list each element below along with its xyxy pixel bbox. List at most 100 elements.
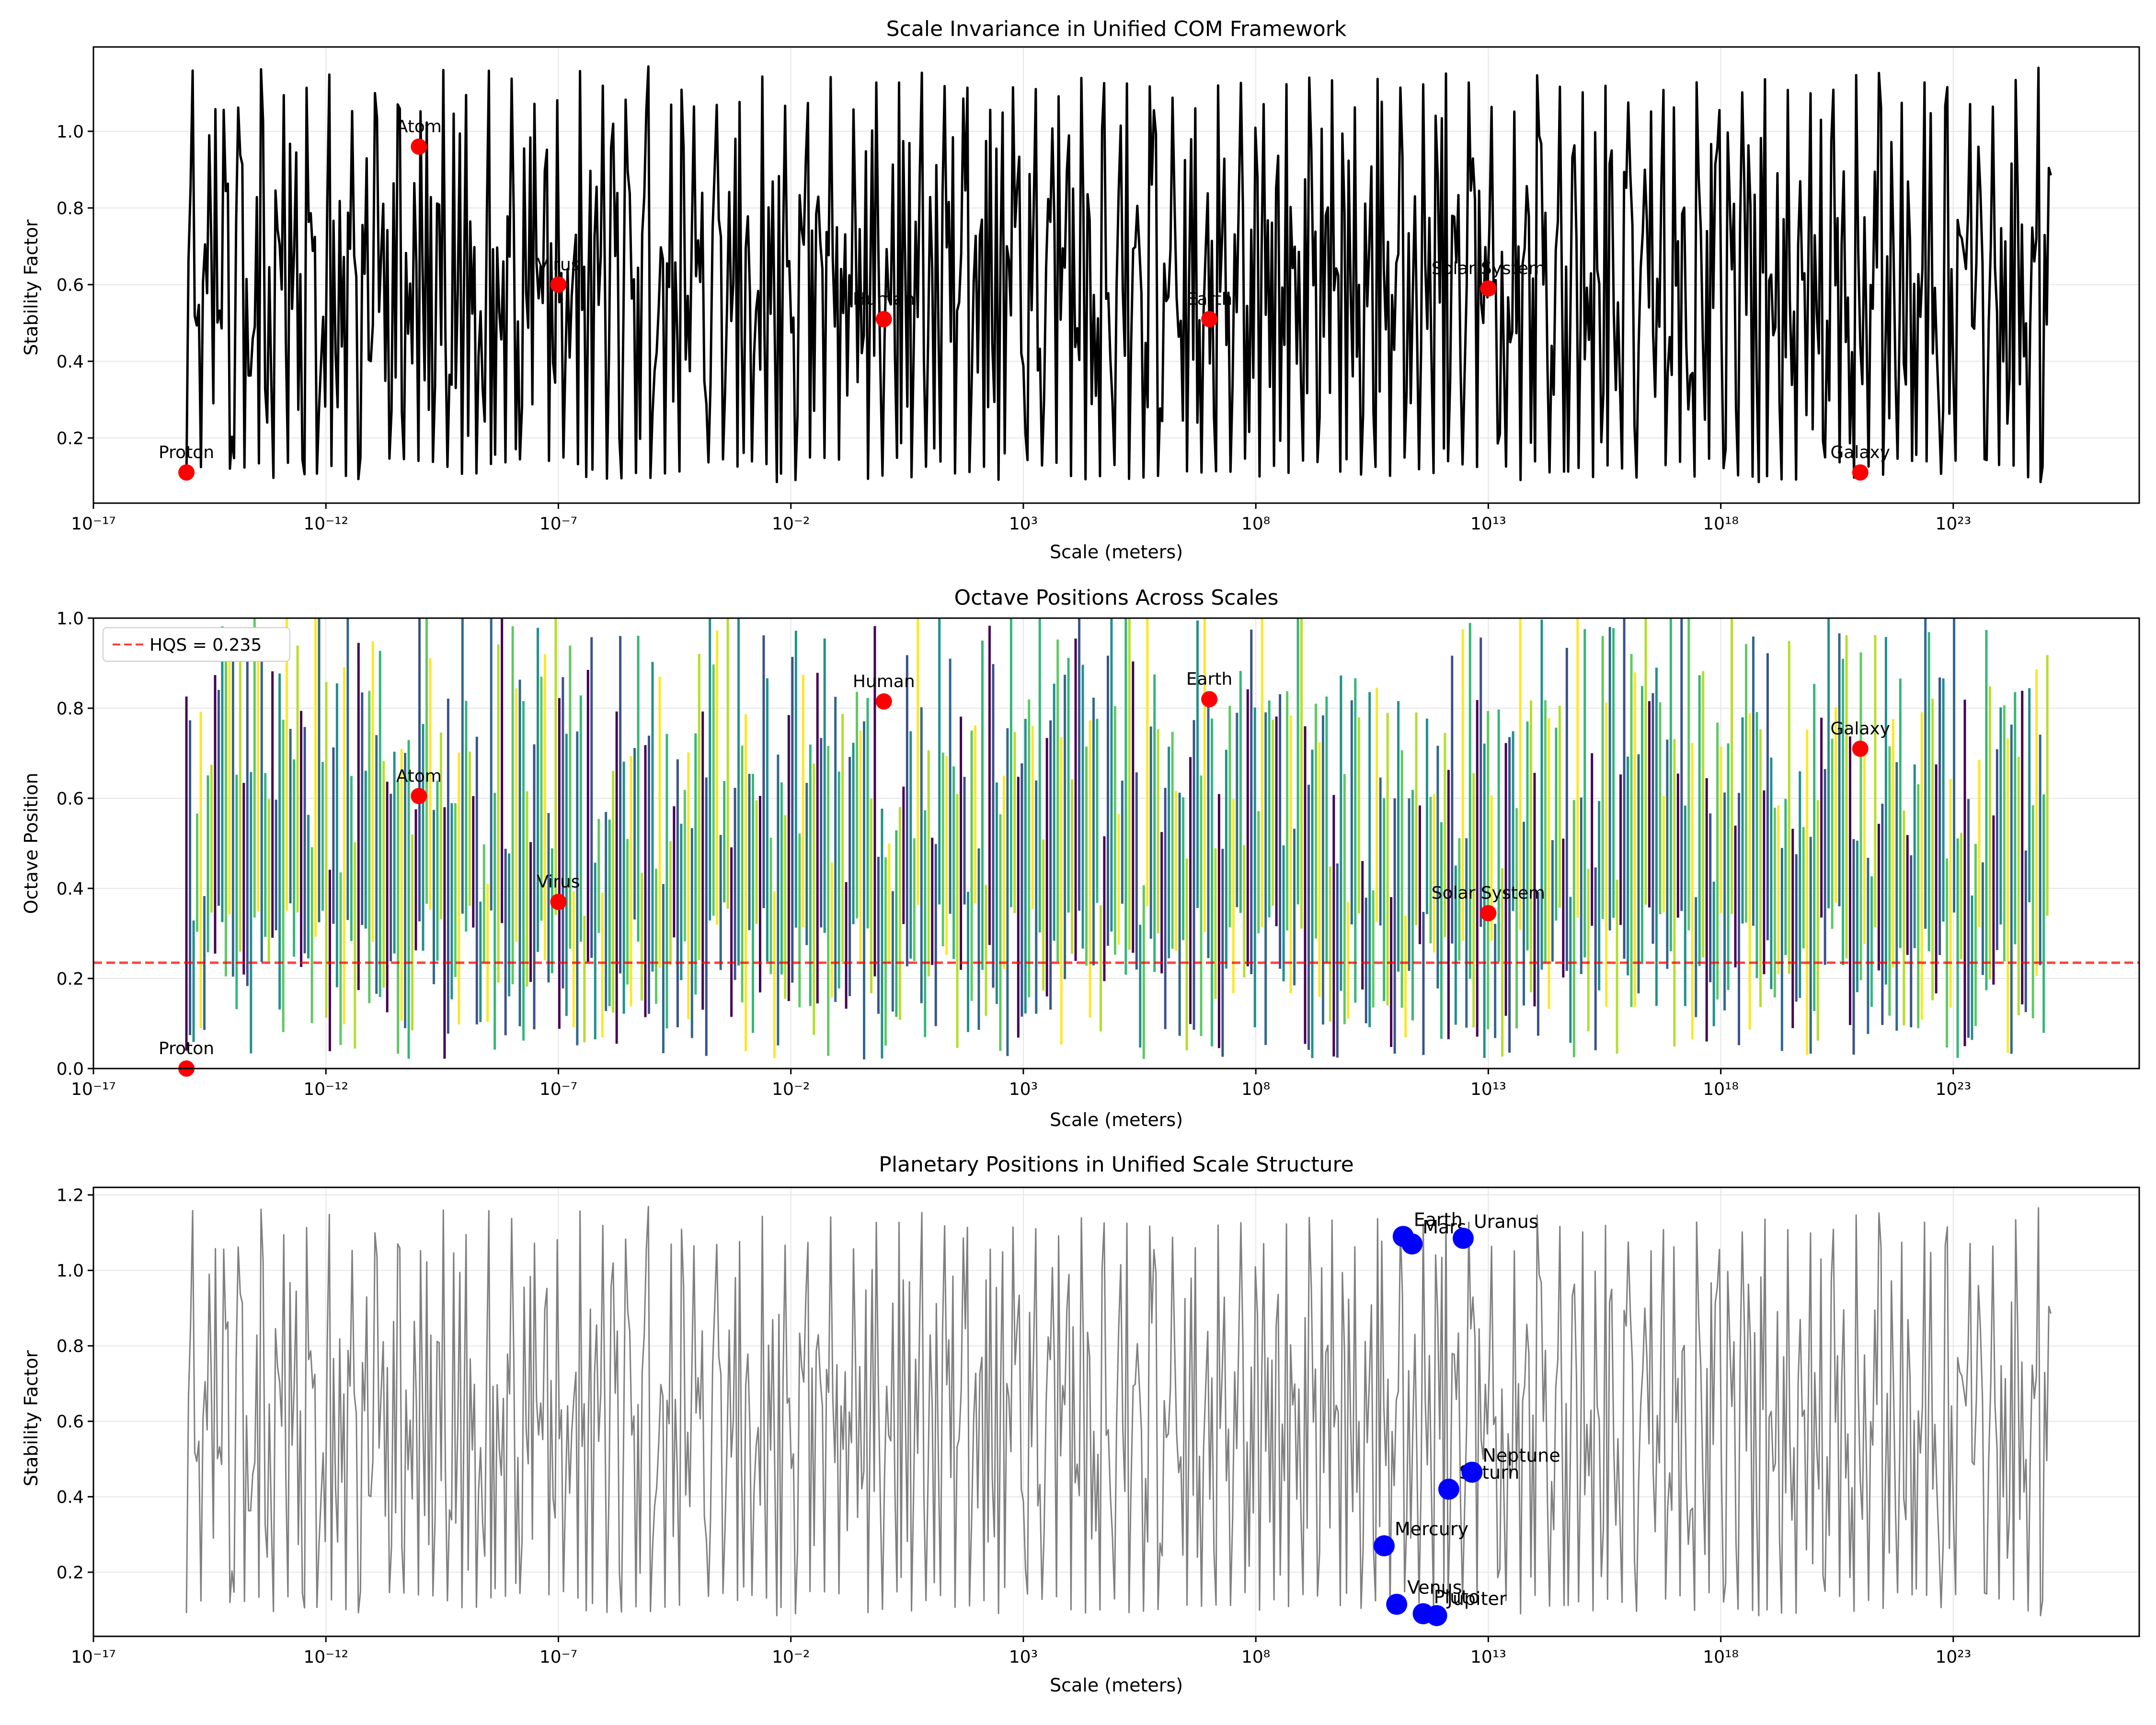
marker-label: Neptune bbox=[1482, 1445, 1560, 1466]
marker-solar-system bbox=[1480, 280, 1497, 297]
y-axis-label: Stability Factor bbox=[21, 219, 42, 356]
marker-atom bbox=[411, 138, 427, 155]
marker-label: Jupiter bbox=[1446, 1588, 1507, 1610]
y-axis-ticks: 0.0 0.2 0.4 0.6 0.8 1.0 bbox=[57, 609, 93, 1079]
x-tick-label: 10²³ bbox=[1935, 514, 1971, 534]
marker-label: Uranus bbox=[1474, 1211, 1538, 1232]
x-tick-label: 10⁸ bbox=[1241, 514, 1270, 534]
plot-frame bbox=[92, 1186, 2140, 1637]
y-tick-label: 0.8 bbox=[57, 699, 84, 719]
chart-title: Octave Positions Across Scales bbox=[954, 586, 1278, 610]
x-tick-label: 10⁸ bbox=[1241, 1647, 1270, 1667]
marker-uranus bbox=[1452, 1228, 1474, 1249]
y-tick-label: 0.2 bbox=[57, 429, 84, 448]
y-tick-label: 0.6 bbox=[57, 1412, 84, 1432]
marker-label: Pluto bbox=[1434, 1587, 1480, 1608]
x-tick-label: 10⁻⁷ bbox=[539, 514, 577, 534]
octave-segments bbox=[185, 618, 2049, 1060]
x-tick-label: 10²³ bbox=[1935, 1647, 1971, 1667]
x-tick-label: 10⁻¹⁷ bbox=[71, 514, 116, 534]
marker-label: Atom bbox=[396, 117, 442, 137]
marker-pluto bbox=[1412, 1603, 1434, 1624]
y-axis-ticks: 0.2 0.4 0.6 0.8 1.0 bbox=[57, 122, 93, 448]
marker-label: Earth bbox=[1186, 289, 1233, 309]
marker-label: Earth bbox=[1414, 1209, 1463, 1230]
marker-label: Venus bbox=[1407, 1577, 1462, 1598]
x-tick-label: 10¹³ bbox=[1470, 1080, 1506, 1099]
x-tick-label: 10⁻² bbox=[772, 514, 810, 534]
marker-earth bbox=[1201, 691, 1218, 708]
y-tick-label: 0.0 bbox=[57, 1059, 84, 1079]
x-tick-label: 10¹⁸ bbox=[1703, 1080, 1739, 1099]
x-tick-label: 10¹⁸ bbox=[1703, 514, 1739, 534]
marker-label: Human bbox=[853, 289, 915, 309]
y-axis-label: Octave Position bbox=[21, 773, 42, 914]
marker-neptune bbox=[1461, 1461, 1483, 1483]
y-tick-label: 0.2 bbox=[57, 969, 84, 989]
marker-galaxy bbox=[1852, 464, 1869, 481]
marker-earth bbox=[1201, 311, 1218, 327]
x-tick-label: 10²³ bbox=[1935, 1080, 1971, 1099]
marker-label: Earth bbox=[1186, 669, 1233, 689]
marker-solar-system bbox=[1480, 905, 1497, 921]
x-tick-label: 10⁻² bbox=[772, 1647, 810, 1667]
y-tick-label: 1.0 bbox=[57, 1261, 84, 1281]
stability-curve-gray bbox=[185, 1206, 2052, 1617]
x-tick-label: 10⁻² bbox=[772, 1080, 810, 1099]
marker-human bbox=[875, 693, 892, 710]
x-axis-label: Scale (meters) bbox=[1050, 541, 1183, 563]
chart-title: Planetary Positions in Unified Scale Str… bbox=[879, 1152, 1353, 1177]
marker-galaxy bbox=[1852, 740, 1869, 757]
x-tick-label: 10⁻⁷ bbox=[539, 1647, 577, 1667]
markers: Proton Atom Virus Human Earth Solar System Gal… bbox=[159, 117, 1890, 481]
x-axis-label: Scale (meters) bbox=[1050, 1675, 1183, 1696]
series-line bbox=[185, 65, 2053, 483]
markers: MercuryVenusEarthMarsJupiterSaturnUranus… bbox=[1373, 1209, 1560, 1626]
marker-label: Virus bbox=[537, 872, 580, 892]
y-tick-label: 0.2 bbox=[57, 1563, 84, 1583]
x-tick-label: 10⁻¹² bbox=[303, 1080, 348, 1099]
marker-label: Atom bbox=[396, 766, 442, 786]
x-tick-label: 10³ bbox=[1009, 1647, 1038, 1667]
marker-virus bbox=[550, 276, 567, 293]
x-tick-label: 10¹³ bbox=[1470, 1647, 1506, 1667]
legend-box bbox=[103, 627, 290, 662]
marker-proton bbox=[178, 464, 195, 481]
plot-frame bbox=[92, 617, 2140, 1070]
x-tick-label: 10¹³ bbox=[1470, 514, 1506, 534]
marker-virus bbox=[550, 894, 567, 910]
x-tick-label: 10³ bbox=[1009, 514, 1038, 534]
y-tick-label: 0.4 bbox=[57, 352, 84, 372]
marker-mercury bbox=[1373, 1535, 1395, 1557]
series-line bbox=[185, 1206, 2052, 1617]
marker-label: Proton bbox=[159, 1039, 214, 1058]
y-tick-label: 0.4 bbox=[57, 1488, 84, 1507]
x-tick-label: 10⁻¹⁷ bbox=[71, 1080, 116, 1099]
x-tick-label: 10³ bbox=[1009, 1080, 1038, 1099]
marker-label: Galaxy bbox=[1830, 719, 1890, 739]
marker-label: Galaxy bbox=[1830, 443, 1890, 462]
marker-saturn bbox=[1438, 1478, 1459, 1500]
y-tick-label: 0.8 bbox=[57, 199, 84, 218]
marker-label: Solar System bbox=[1432, 884, 1545, 903]
x-axis-label: Scale (meters) bbox=[1050, 1109, 1183, 1130]
marker-atom bbox=[411, 788, 427, 805]
chart-panel-planetary: Planetary Positions in Unified Scale Str… bbox=[21, 1152, 2140, 1696]
y-axis-ticks: 0.2 0.4 0.6 0.8 1.0 1.2 bbox=[57, 1186, 93, 1583]
x-tick-label: 10⁻¹² bbox=[303, 1647, 348, 1667]
x-tick-label: 10⁻⁷ bbox=[539, 1080, 577, 1099]
x-axis-ticks: 10⁻¹⁷ 10⁻¹² 10⁻⁷ 10⁻² 10³ 10⁸ 10¹³ 10¹⁸ 10²³ bbox=[71, 1636, 1971, 1667]
x-tick-label: 10⁸ bbox=[1241, 1080, 1270, 1099]
y-tick-label: 1.2 bbox=[57, 1186, 84, 1206]
chart-panel-octave: Octave Positions Across Scales Proton Ato… bbox=[21, 586, 2140, 1130]
marker-mars bbox=[1401, 1233, 1423, 1255]
x-tick-label: 10⁻¹² bbox=[303, 514, 348, 534]
grid bbox=[93, 1187, 2139, 1636]
y-tick-label: 1.0 bbox=[57, 609, 84, 629]
marker-label: Virus bbox=[537, 255, 580, 275]
chart-title: Scale Invariance in Unified COM Framewor… bbox=[886, 17, 1347, 41]
y-tick-label: 0.6 bbox=[57, 276, 84, 295]
stability-curve bbox=[185, 65, 2053, 483]
marker-human bbox=[875, 311, 892, 327]
